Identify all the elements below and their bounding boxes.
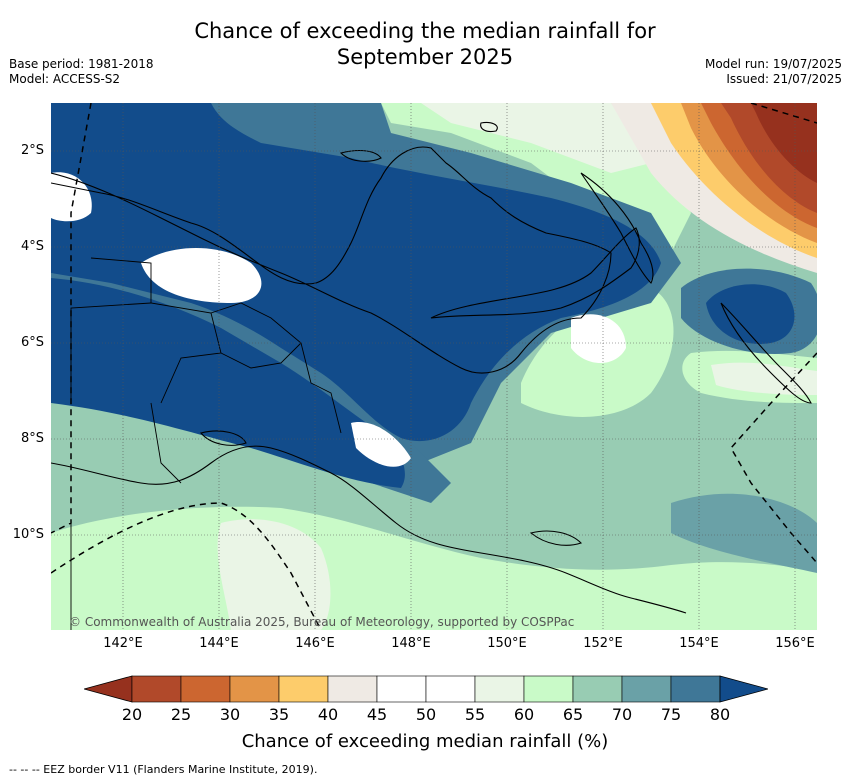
field-55-north <box>421 103 651 173</box>
lon-tick-142e: 142°E <box>103 636 143 651</box>
meta-right: Model run: 19/07/2025 Issued: 21/07/2025 <box>705 57 842 87</box>
issued-date: Issued: 21/07/2025 <box>726 72 842 86</box>
torres-islands <box>200 430 247 446</box>
eez-southwest <box>51 502 322 630</box>
lat-tick-10s: 10°S <box>12 527 44 542</box>
colorbar-segment <box>425 675 476 703</box>
colorbar-label: 65 <box>562 705 584 724</box>
title-line-2: September 2025 <box>336 45 514 69</box>
field-80-main <box>51 103 661 442</box>
colorbar-segment <box>180 675 231 703</box>
lon-tick-146e: 146°E <box>295 636 335 651</box>
field-80-east <box>706 284 795 344</box>
colorbar-segment <box>523 675 574 703</box>
lon-tick-154e: 154°E <box>679 636 719 651</box>
colorbar-segment <box>327 675 378 703</box>
meta-left: Base period: 1981-2018 Model: ACCESS-S2 <box>9 57 154 87</box>
eez-borders <box>51 103 817 630</box>
chart-title: Chance of exceeding the median rainfall … <box>0 18 850 70</box>
colorbar <box>84 675 768 703</box>
new-ireland-coast <box>580 172 654 284</box>
colorbar-extend-high <box>719 675 768 703</box>
title-line-1: Chance of exceeding the median rainfall … <box>194 19 656 43</box>
manus-coast <box>480 121 498 133</box>
colorbar-label: 70 <box>611 705 633 724</box>
field-45-west <box>141 248 262 303</box>
louisiade-coast <box>529 530 583 546</box>
field-80-west <box>51 278 405 488</box>
border-4 <box>220 342 302 369</box>
colorbar-label: 25 <box>170 705 192 724</box>
colorbar-label: 35 <box>268 705 290 724</box>
map-credit: © Commonwealth of Australia 2025, Bureau… <box>69 615 574 629</box>
colorbar-segment <box>278 675 329 703</box>
eez-legend-note: -- -- -- EEZ border V11 (Flanders Marine… <box>9 763 318 776</box>
border-2 <box>70 302 152 403</box>
colorbar-label: 60 <box>513 705 535 724</box>
colorbar-segment <box>131 675 182 703</box>
lon-tick-148e: 148°E <box>391 636 431 651</box>
lat-tick-6s: 6°S <box>20 335 44 350</box>
new-guinea-coast <box>51 146 612 374</box>
lat-tick-2s: 2°S <box>20 143 44 158</box>
model-run: Model run: 19/07/2025 <box>704 57 842 71</box>
colorbar-extend-low <box>84 675 133 703</box>
lat-tick-8s: 8°S <box>20 431 44 446</box>
eez-northeast <box>750 103 817 124</box>
eez-east <box>730 352 817 564</box>
lon-tick-156e: 156°E <box>775 636 815 651</box>
colorbar-segment <box>474 675 525 703</box>
border-6 <box>150 402 182 484</box>
colorbar-segment <box>572 675 623 703</box>
field-75-southeast <box>671 493 817 573</box>
lat-tick-4s: 4°S <box>20 239 44 254</box>
rainfall-map: © Commonwealth of Australia 2025, Bureau… <box>51 103 817 630</box>
field-below20-ne <box>751 103 817 183</box>
lon-tick-150e: 150°E <box>487 636 527 651</box>
colorbar-label: 75 <box>660 705 682 724</box>
colorbar-segment <box>670 675 721 703</box>
south-coast <box>51 445 687 614</box>
map-fields <box>51 103 817 630</box>
colorbar-segment <box>229 675 280 703</box>
field-45-centre <box>571 314 626 363</box>
lon-tick-144e: 144°E <box>199 636 239 651</box>
colorbar-segment <box>376 675 427 703</box>
lon-tick-152e: 152°E <box>583 636 623 651</box>
base-period: Base period: 1981-2018 <box>9 57 154 71</box>
colorbar-segment <box>621 675 672 703</box>
colorbar-title: Chance of exceeding median rainfall (%) <box>241 731 609 752</box>
colorbar-label: 50 <box>415 705 437 724</box>
field-50-peninsula <box>351 422 411 467</box>
new-britain-coast <box>430 227 640 319</box>
colorbar-label: 45 <box>366 705 388 724</box>
coastlines <box>51 121 812 614</box>
colorbar-label: 40 <box>317 705 339 724</box>
field-55-south <box>217 519 331 630</box>
colorbar-label: 55 <box>464 705 486 724</box>
field-55-east <box>711 362 817 395</box>
admiralty-coast <box>339 149 382 162</box>
colorbar-label: 20 <box>121 705 143 724</box>
eez-west <box>51 103 92 534</box>
model-name: Model: ACCESS-S2 <box>9 72 121 86</box>
bougainville-coast <box>720 302 812 404</box>
gridlines <box>51 103 817 630</box>
colorbar-label: 80 <box>709 705 731 724</box>
colorbar-label: 30 <box>219 705 241 724</box>
